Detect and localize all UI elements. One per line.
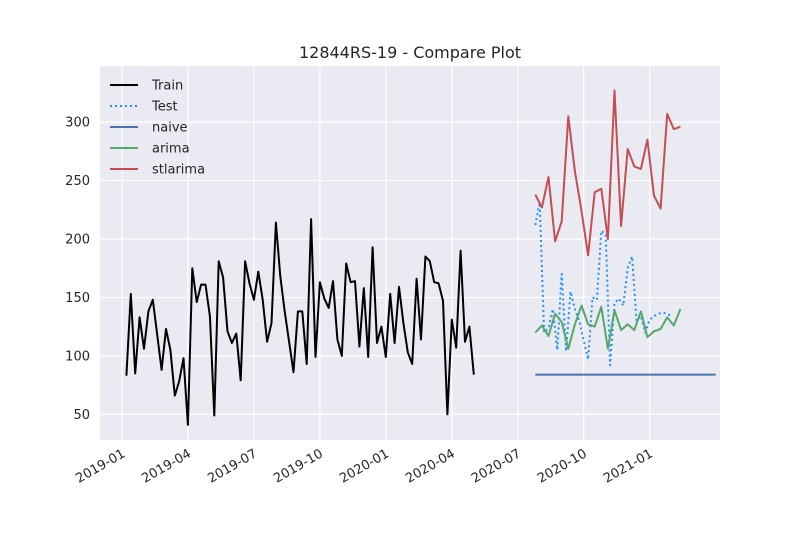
y-tick-label: 100	[65, 349, 90, 364]
legend-label-arima: arima	[152, 142, 190, 157]
legend-label-naive: naive	[152, 121, 188, 136]
series-line-stlarima	[534, 89, 681, 257]
grid-lines	[100, 66, 720, 440]
series-line-train	[125, 218, 475, 426]
legend: Train Test naive arima stlarima	[110, 79, 205, 178]
y-axis-ticks: 50 100 150 200 250 300	[65, 116, 90, 423]
y-tick-label: 50	[73, 408, 90, 423]
legend-label-train: Train	[151, 79, 183, 94]
y-tick-label: 200	[65, 232, 90, 247]
chart-title: 12844RS-19 - Compare Plot	[299, 43, 521, 62]
legend-label-test: Test	[151, 100, 178, 115]
series-lines	[125, 89, 716, 426]
y-tick-label: 150	[65, 291, 90, 306]
legend-label-stlarima: stlarima	[152, 163, 205, 178]
y-tick-label: 250	[65, 174, 90, 189]
series-line-test	[534, 201, 673, 367]
y-tick-label: 300	[65, 116, 90, 131]
series-line-arima	[534, 304, 682, 350]
